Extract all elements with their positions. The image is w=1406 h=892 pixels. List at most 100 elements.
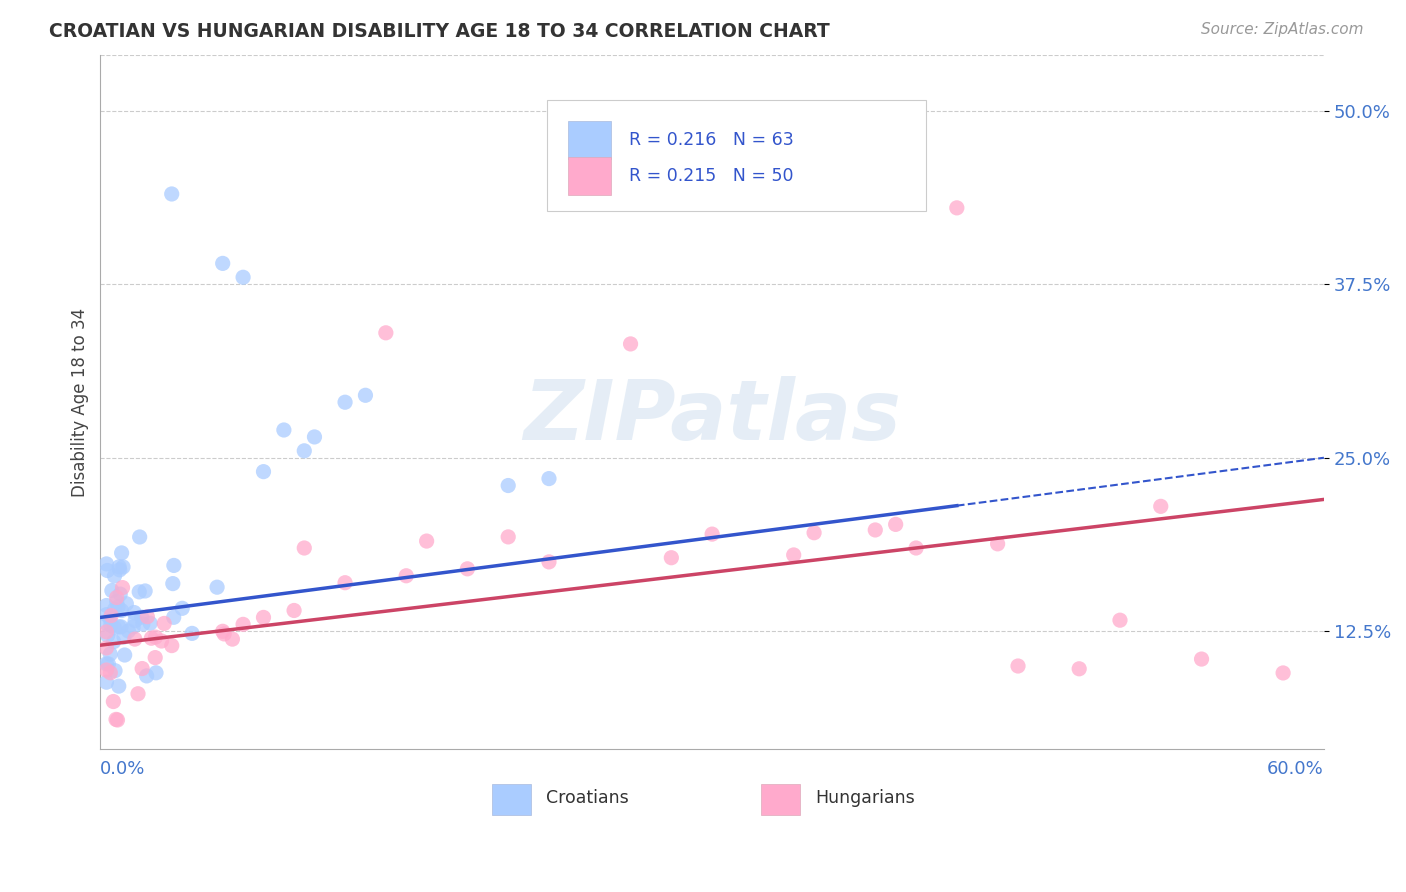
Text: CROATIAN VS HUNGARIAN DISABILITY AGE 18 TO 34 CORRELATION CHART: CROATIAN VS HUNGARIAN DISABILITY AGE 18 … (49, 22, 830, 41)
Point (415, 534, 437, 549)
Point (96, 599, 118, 613)
Point (112, 630, 135, 644)
Point (292, 541, 315, 555)
Point (122, 606, 145, 620)
Point (107, 599, 129, 614)
Point (111, 581, 134, 595)
Point (304, 430, 326, 444)
Point (117, 624, 139, 638)
Point (252, 610, 274, 624)
Point (107, 713, 129, 727)
Point (205, 580, 228, 594)
Point (143, 650, 166, 665)
Point (96, 607, 118, 622)
FancyBboxPatch shape (547, 100, 927, 211)
Point (100, 608, 122, 623)
Text: Source: ZipAtlas.com: Source: ZipAtlas.com (1201, 22, 1364, 37)
Point (96, 564, 118, 578)
Point (865, 523, 887, 537)
Point (181, 626, 204, 640)
Point (124, 632, 146, 646)
Point (108, 587, 131, 601)
Point (395, 568, 418, 582)
Point (163, 610, 186, 624)
Point (108, 563, 131, 577)
Text: 60.0%: 60.0% (1267, 760, 1324, 778)
Point (153, 616, 176, 631)
Point (103, 621, 125, 635)
Point (374, 326, 396, 340)
Point (107, 679, 129, 693)
Point (105, 594, 128, 608)
Text: 0.0%: 0.0% (100, 760, 146, 778)
Point (108, 559, 131, 574)
Point (104, 602, 127, 616)
Point (107, 620, 129, 634)
Point (884, 517, 907, 532)
Bar (568, 157, 610, 195)
Point (537, 555, 560, 569)
Point (96, 640, 118, 655)
Point (97, 628, 120, 642)
Point (114, 648, 136, 662)
Point (122, 620, 145, 634)
Point (292, 443, 315, 458)
Point (283, 603, 305, 617)
Point (456, 562, 478, 576)
Point (221, 632, 243, 646)
Point (987, 537, 1010, 551)
Point (139, 616, 162, 631)
Y-axis label: Disability Age 18 to 34: Disability Age 18 to 34 (72, 308, 89, 497)
Point (132, 617, 155, 632)
Point (135, 669, 157, 683)
Point (115, 597, 138, 611)
Text: R = 0.215   N = 50: R = 0.215 N = 50 (628, 168, 793, 186)
Point (905, 541, 928, 555)
Point (111, 546, 134, 560)
Point (105, 713, 128, 727)
Point (1191, 652, 1213, 666)
Text: ZIPatlas: ZIPatlas (523, 376, 901, 457)
Point (212, 627, 235, 641)
Text: R = 0.216   N = 63: R = 0.216 N = 63 (628, 131, 793, 149)
Point (333, 395, 356, 409)
Point (103, 634, 125, 648)
Point (128, 585, 150, 599)
Point (111, 560, 134, 574)
Point (803, 525, 825, 540)
Point (96, 663, 118, 677)
Point (700, 527, 723, 541)
Point (1007, 659, 1029, 673)
Point (98, 665, 121, 680)
Point (96, 557, 118, 571)
Point (124, 614, 146, 628)
Point (131, 610, 153, 624)
Point (136, 609, 159, 624)
Point (105, 591, 128, 605)
Point (103, 569, 125, 583)
Point (619, 337, 641, 351)
Bar (568, 121, 610, 160)
Bar (761, 784, 800, 815)
Point (1109, 613, 1132, 627)
Point (110, 603, 132, 617)
Point (127, 687, 149, 701)
Point (160, 639, 183, 653)
Point (211, 624, 233, 639)
Point (150, 634, 173, 648)
Point (162, 576, 184, 591)
Point (104, 664, 127, 678)
Point (110, 620, 132, 634)
Point (97, 657, 120, 671)
Text: Hungarians: Hungarians (815, 789, 915, 807)
Point (103, 694, 125, 708)
Point (141, 632, 163, 646)
Point (1272, 665, 1295, 680)
Point (96, 657, 118, 671)
Point (659, 550, 682, 565)
Point (273, 423, 295, 437)
Point (163, 558, 186, 573)
Text: Croatians: Croatians (546, 789, 628, 807)
Point (96, 675, 118, 690)
Point (98, 647, 121, 661)
